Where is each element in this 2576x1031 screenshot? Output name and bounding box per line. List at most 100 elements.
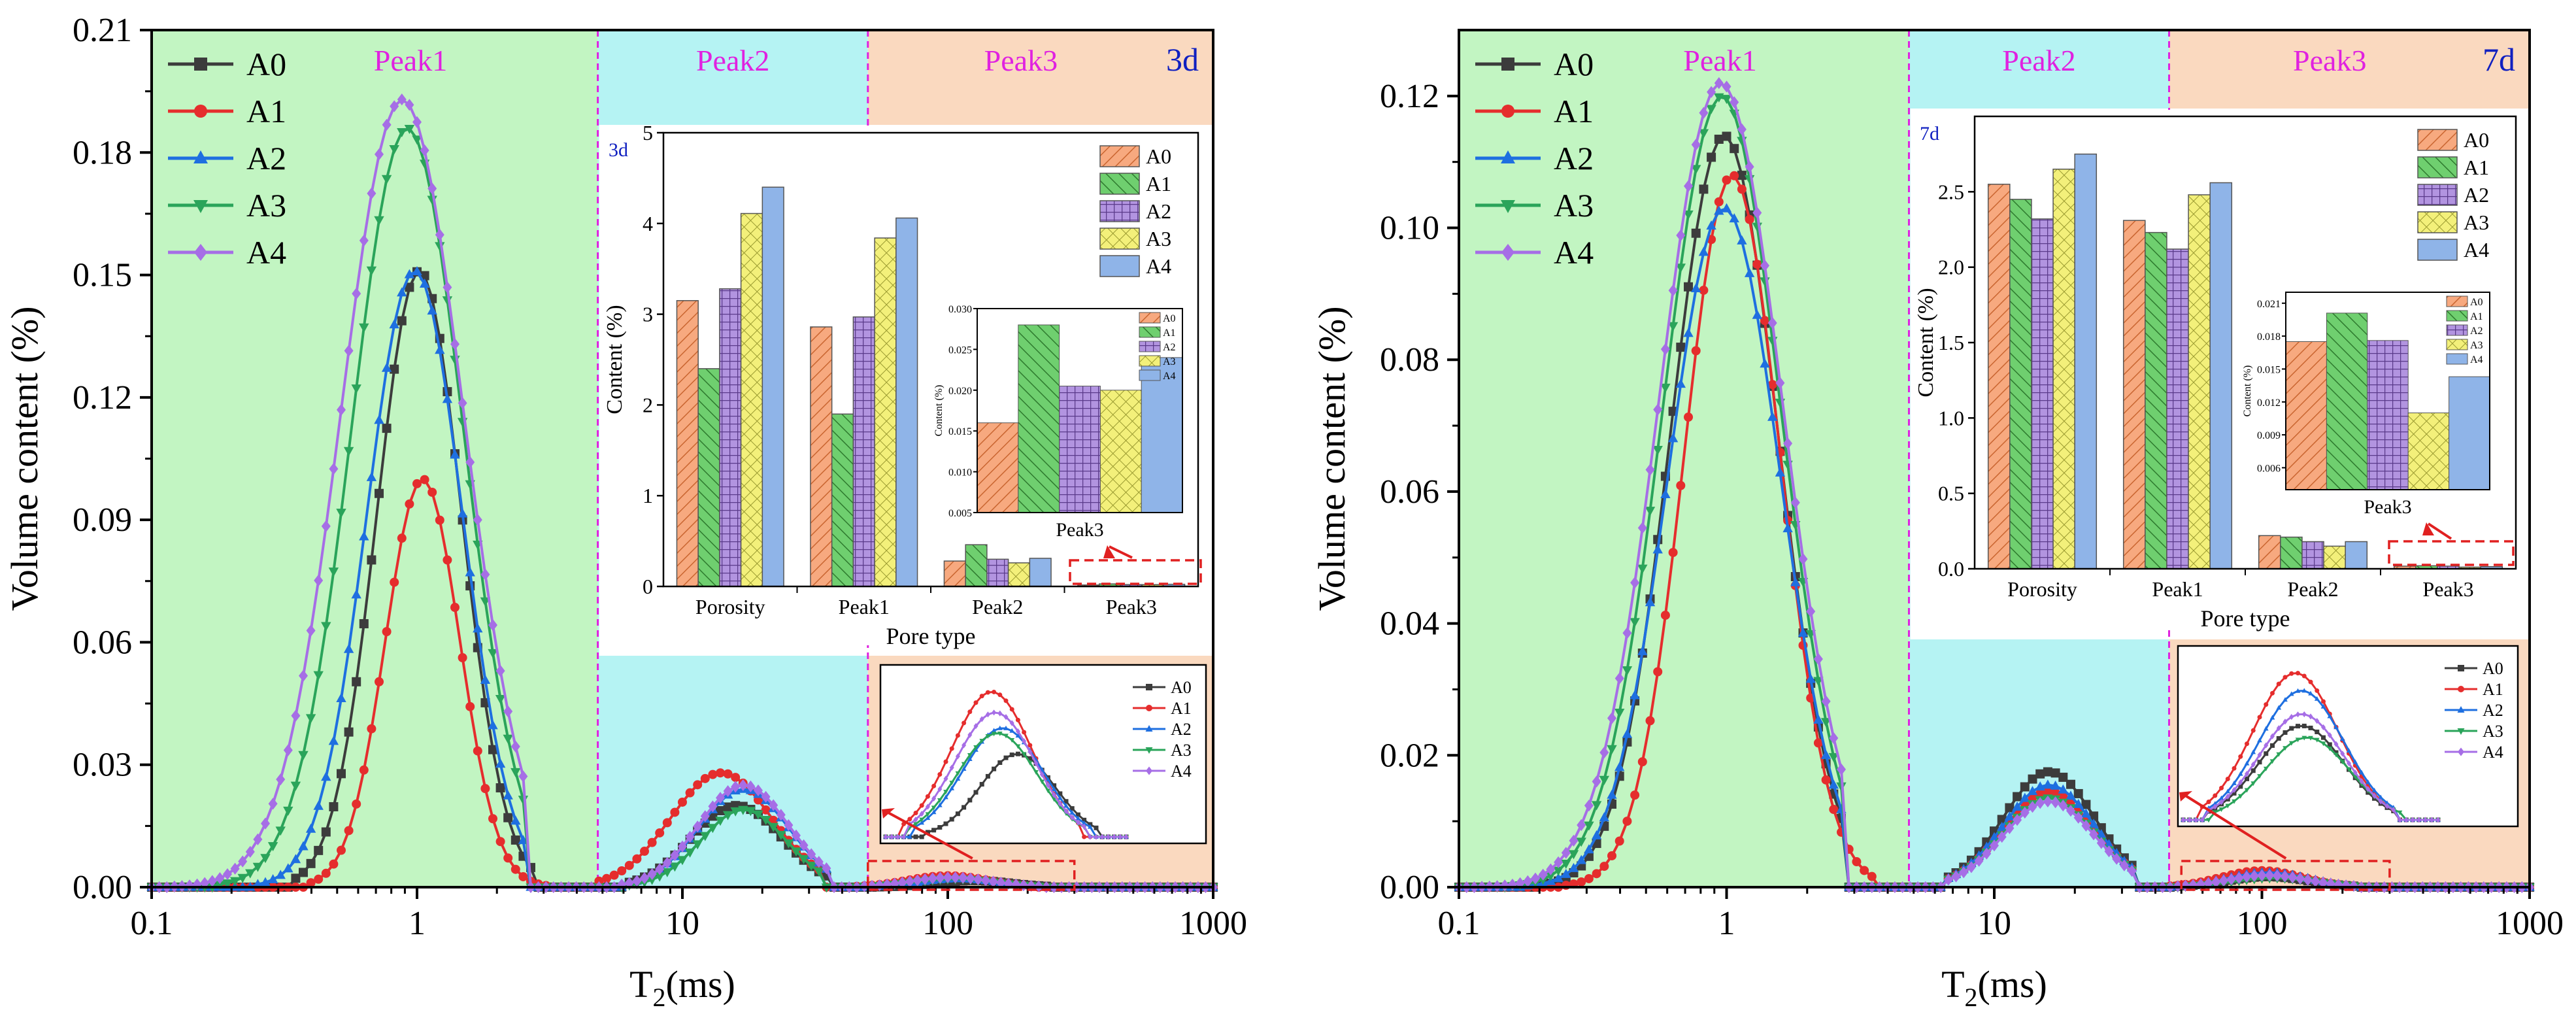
line-inset-point [1052,783,1057,788]
bar-legend-label: A2 [2464,183,2489,207]
line-inset-point [919,820,925,825]
line-inset-point [2232,780,2237,785]
line-inset-point [2327,742,2332,747]
bar-legend-swatch [2417,239,2458,261]
data-point [351,589,361,599]
line-inset-point [907,817,912,822]
zoom-legend-label: A1 [1163,328,1176,339]
data-point [2050,788,2060,798]
bar-a0 [2258,535,2281,569]
line-inset-point [967,709,973,715]
legend-item: A3 [168,187,286,224]
data-point [337,845,346,855]
data-point [1737,171,1747,180]
peak3-curve-callout-box [2180,860,2391,891]
data-point [1584,821,1594,831]
data-point [655,828,665,837]
data-point [344,826,354,836]
line-inset-point [1075,819,1080,826]
data-point [2203,877,2213,889]
data-point [1676,481,1686,490]
line-inset-point [1022,738,1027,745]
data-point [260,854,271,864]
line-inset-point [1028,749,1033,755]
line-inset-point [2327,713,2333,718]
data-point [1721,203,1732,212]
data-point [1752,207,1762,219]
data-point [390,100,399,112]
line-inset-point [967,732,973,738]
line-inset-point [2213,803,2218,810]
data-point [700,773,710,783]
data-point [1667,433,1679,443]
data-point [1561,868,1571,878]
x-tick-label: 100 [2237,905,2288,942]
data-point [1691,346,1701,356]
bar-y-tick-label: 5 [643,121,653,144]
data-point [1829,805,1839,815]
data-point [314,845,324,855]
x-axis-label-unit: (ms) [666,963,735,1006]
data-point [1553,873,1564,883]
data-point [1614,672,1624,685]
line-inset-point [1082,823,1087,830]
zoom-bar-a0 [2285,341,2327,490]
line-inset-point [2257,715,2262,720]
bar-a1 [831,413,854,587]
data-point [306,624,316,637]
line-inset-point [925,812,931,817]
data-point [305,823,316,833]
data-point [943,871,952,884]
data-point [632,854,642,864]
bar-a2 [719,288,742,587]
line-inset-point [992,766,997,771]
data-point [761,805,771,815]
data-point [2066,790,2076,800]
data-point [276,773,286,786]
data-point [298,751,309,760]
data-point [443,555,452,565]
line-inset-point [2333,750,2339,755]
line-inset-point [2359,778,2364,785]
line-inset-point [2333,724,2339,730]
line-inset-point [913,822,918,827]
zoom-legend-label: A3 [1163,356,1176,367]
data-point [1622,728,1633,738]
line-inset-point [919,811,924,817]
data-point [988,875,998,888]
data-point [1599,746,1609,759]
line-inset-point [1058,800,1063,807]
line-inset-point [925,830,930,835]
line-inset-point [2263,766,2269,771]
line-inset-point [1021,752,1027,757]
data-point [458,397,467,409]
zoom-y-tick-label: 0.009 [2257,430,2281,441]
data-point [397,127,407,137]
data-point [381,175,392,184]
data-point [458,652,467,662]
zoom-legend-label: A1 [2470,311,2483,322]
data-point [1837,763,1846,775]
line-inset-point [2206,800,2211,805]
data-point [1852,857,1862,867]
data-point [1699,285,1709,295]
data-point [973,873,983,886]
data-point [283,863,293,873]
line-inset-point [949,781,955,786]
data-point [1554,856,1564,868]
data-point [374,216,384,226]
bar-y-tick-label: 1 [643,484,653,507]
data-point [708,800,718,813]
data-point [298,841,309,851]
data-point [670,849,680,862]
bar-inset-label: 7d [1920,123,1939,144]
legend-marker [194,58,207,71]
zoom-legend-label: A4 [2470,354,2483,365]
data-point [1699,184,1709,194]
line-inset-point [1033,770,1039,775]
line-inset-point [2187,817,2192,823]
data-point [375,148,384,161]
data-point [791,847,801,857]
bar-legend-label: A4 [1146,254,1171,278]
peak3-curve-callout-arrow [2183,794,2287,860]
